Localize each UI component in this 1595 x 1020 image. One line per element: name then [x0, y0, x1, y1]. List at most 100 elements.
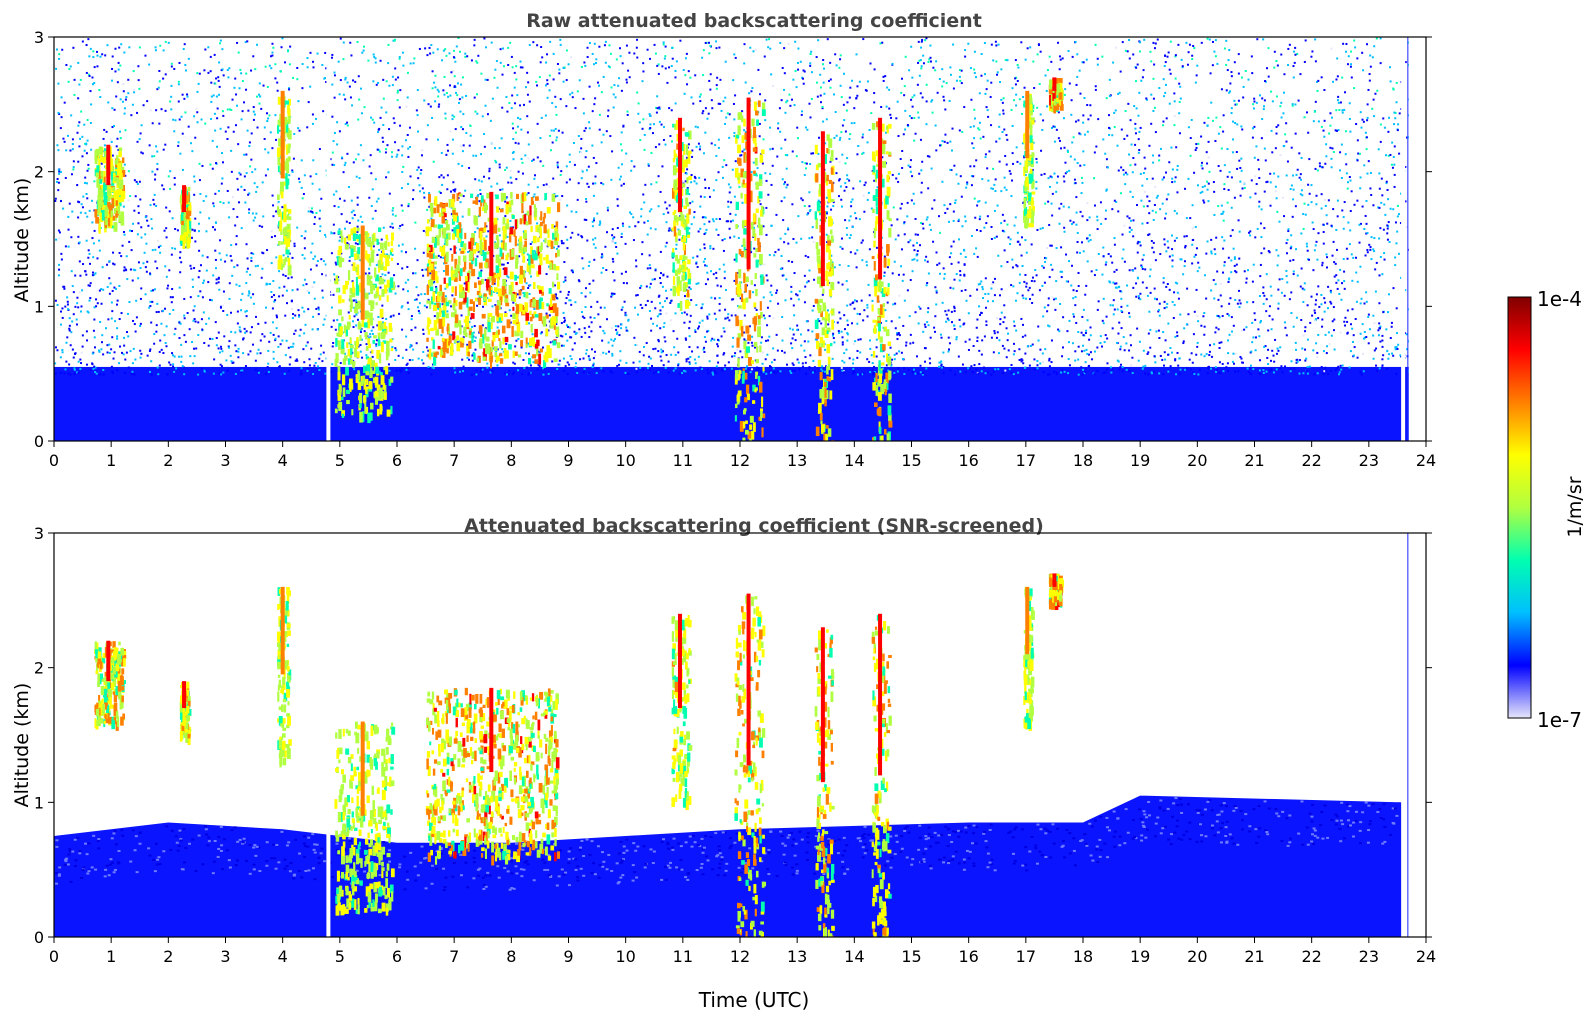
noise-speckle [54, 37, 1411, 376]
x-tick-label: 3 [220, 451, 230, 470]
x-tick-label: 24 [1416, 947, 1436, 966]
x-tick-label: 4 [278, 451, 288, 470]
x-tick-label: 21 [1244, 947, 1264, 966]
cloud-layer [734, 593, 767, 937]
x-tick-label: 18 [1073, 947, 1093, 966]
x-tick-label: 23 [1359, 947, 1379, 966]
x-tick-label: 5 [335, 947, 345, 966]
y-tick-label: 2 [34, 659, 44, 678]
x-tick-label: 16 [958, 451, 978, 470]
x-tick-label: 12 [730, 451, 750, 470]
cloud-layer [1048, 77, 1064, 114]
x-tick-label: 11 [673, 451, 693, 470]
heatmap-field [54, 37, 1426, 441]
x-tick-label: 10 [615, 451, 635, 470]
colorbar-min-label: 1e-7 [1537, 708, 1582, 732]
snr-screened-panel: Attenuated backscattering coefficient (S… [11, 515, 1436, 1012]
cloud-layer [276, 586, 292, 768]
x-tick-label: 1 [106, 947, 116, 966]
x-tick-label: 22 [1301, 451, 1321, 470]
x-tick-label: 12 [730, 947, 750, 966]
x-tick-label: 13 [787, 451, 807, 470]
chart-title: Raw attenuated backscattering coefficien… [526, 10, 982, 32]
x-tick-label: 4 [278, 947, 288, 966]
x-tick-label: 15 [901, 451, 921, 470]
x-tick-label: 3 [220, 947, 230, 966]
y-axis-label: Altitude (km) [11, 683, 33, 808]
x-tick-label: 2 [163, 947, 173, 966]
colorbar-unit-label: 1/m/sr [1564, 476, 1586, 537]
x-tick-label: 9 [563, 451, 573, 470]
cloud-layer [814, 627, 835, 937]
x-tick-label: 24 [1416, 451, 1436, 470]
x-tick-label: 22 [1301, 947, 1321, 966]
cloud-layer [94, 640, 127, 731]
y-tick-label: 3 [34, 28, 44, 47]
x-tick-label: 13 [787, 947, 807, 966]
cloud-layer [179, 681, 192, 746]
y-axis-label: Altitude (km) [11, 178, 33, 303]
cloud-layer [1022, 90, 1036, 229]
cloud-layer [425, 687, 560, 866]
data-gap [326, 37, 331, 441]
x-tick-label: 11 [673, 947, 693, 966]
boundary-layer-region [54, 795, 1404, 937]
x-tick-label: 6 [392, 451, 402, 470]
raw-backscatter-panel: Raw attenuated backscattering coefficien… [11, 10, 1436, 470]
cloud-layer [1048, 573, 1065, 611]
colorbar-gradient [1507, 296, 1532, 719]
cloud-layer [671, 117, 692, 311]
x-tick-label: 14 [844, 451, 864, 470]
data-gap [1401, 533, 1406, 937]
y-tick-label: 1 [34, 297, 44, 316]
cloud-layer [425, 191, 561, 369]
x-tick-label: 5 [335, 451, 345, 470]
y-tick-label: 2 [34, 163, 44, 182]
x-tick-label: 0 [49, 947, 59, 966]
x-tick-label: 19 [1130, 451, 1150, 470]
data-gap [1401, 37, 1406, 441]
y-tick-label: 3 [34, 524, 44, 543]
cloud-layer [671, 613, 693, 811]
x-tick-label: 21 [1244, 451, 1264, 470]
x-tick-label: 2 [163, 451, 173, 470]
x-tick-label: 20 [1187, 947, 1207, 966]
cloud-layer [276, 90, 292, 276]
plot-area: 0 1 2 3 4 5 6 7 8 9 10 11 12 13 14 15 16 17 18 19 20 21 22 23 24… [34, 524, 1436, 966]
y-tick-label: 0 [34, 432, 44, 451]
cloud-layer [734, 97, 766, 441]
x-tick-label: 0 [49, 451, 59, 470]
boundary-layer-band [54, 366, 1409, 441]
plot-area: 0 1 2 3 4 5 6 7 8 9 10 11 12 13 14 15 16 17 18 19 20 21 22 23 24… [34, 28, 1436, 470]
x-tick-label: 6 [392, 947, 402, 966]
cloud-layer [871, 117, 893, 441]
x-tick-label: 23 [1359, 451, 1379, 470]
x-tick-label: 7 [449, 947, 459, 966]
colorbar-max-label: 1e-4 [1537, 287, 1582, 311]
x-tick-label: 8 [506, 947, 516, 966]
x-tick-label: 16 [958, 947, 978, 966]
chart-title: Attenuated backscattering coefficient (S… [464, 515, 1044, 537]
data-gap [326, 533, 331, 937]
y-tick-label: 1 [34, 793, 44, 812]
x-tick-label: 17 [1016, 947, 1036, 966]
cloud-layer [94, 144, 126, 234]
x-tick-label: 17 [1016, 451, 1036, 470]
x-tick-label: 20 [1187, 451, 1207, 470]
x-axis-label: Time (UTC) [698, 988, 810, 1012]
x-tick-label: 15 [901, 947, 921, 966]
cloud-layer [179, 185, 192, 249]
cloud-layer [334, 225, 396, 424]
x-tick-label: 7 [449, 451, 459, 470]
x-tick-label: 18 [1073, 451, 1093, 470]
x-tick-label: 14 [844, 947, 864, 966]
x-tick-label: 19 [1130, 947, 1150, 966]
x-tick-label: 10 [615, 947, 635, 966]
cloud-layer [334, 721, 396, 916]
x-tick-label: 8 [506, 451, 516, 470]
cloud-layer [871, 613, 892, 937]
cloud-layer [1023, 586, 1035, 731]
x-tick-label: 9 [563, 947, 573, 966]
heatmap-field [54, 533, 1426, 937]
